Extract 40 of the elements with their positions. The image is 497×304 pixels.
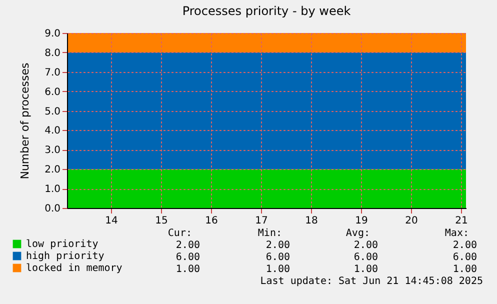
text: 2.00 xyxy=(266,240,290,251)
legend-label: high priority xyxy=(26,251,104,262)
text: Last update: Sat Jun 21 14:45:08 2025 xyxy=(260,276,483,287)
y-tick-label: 0.0 xyxy=(44,204,60,214)
x-tick-label: 15 xyxy=(155,216,168,226)
x-tick-label: 19 xyxy=(355,216,368,226)
text: 1.00 xyxy=(452,264,477,275)
text: 2.00 xyxy=(354,240,378,251)
x-tick-label: 16 xyxy=(205,216,218,226)
text: 1.00 xyxy=(354,264,378,275)
y-tick-label: 9.0 xyxy=(44,28,60,40)
legend-label: low priority xyxy=(26,239,98,250)
text: 6.00 xyxy=(354,252,378,263)
chart-title: Processes priority - by week xyxy=(182,4,351,18)
legend-label: locked in memory xyxy=(26,263,122,274)
text: 1.00 xyxy=(266,264,290,275)
text: Avg: xyxy=(346,228,370,239)
text: 6.00 xyxy=(176,252,200,263)
y-tick-label: 2.0 xyxy=(44,164,60,176)
text: Max: xyxy=(444,228,469,239)
y-tick-label: 4.0 xyxy=(44,126,60,137)
y-tick-label: 7.0 xyxy=(44,67,60,78)
text: 1.00 xyxy=(176,264,200,275)
y-tick-label: 5.0 xyxy=(44,106,60,118)
y-tick-label: 6.0 xyxy=(44,86,60,98)
text: Min: xyxy=(258,228,282,239)
text: 6.00 xyxy=(452,252,477,263)
y-axis-title: Number of processes xyxy=(18,62,32,180)
y-tick-label: 1.0 xyxy=(44,184,60,196)
x-tick-label: 17 xyxy=(255,216,268,226)
text: 2.00 xyxy=(452,240,477,251)
x-tick-label: 18 xyxy=(305,216,318,226)
y-tick-label: 3.0 xyxy=(44,145,60,156)
x-tick-label: 14 xyxy=(105,216,118,226)
text: 2.00 xyxy=(176,240,200,251)
x-tick-label: 21 xyxy=(455,216,468,226)
text: 6.00 xyxy=(266,252,290,263)
x-tick-label: 20 xyxy=(405,216,418,226)
text: Cur: xyxy=(168,228,192,239)
y-tick-label: 8.0 xyxy=(44,48,60,59)
